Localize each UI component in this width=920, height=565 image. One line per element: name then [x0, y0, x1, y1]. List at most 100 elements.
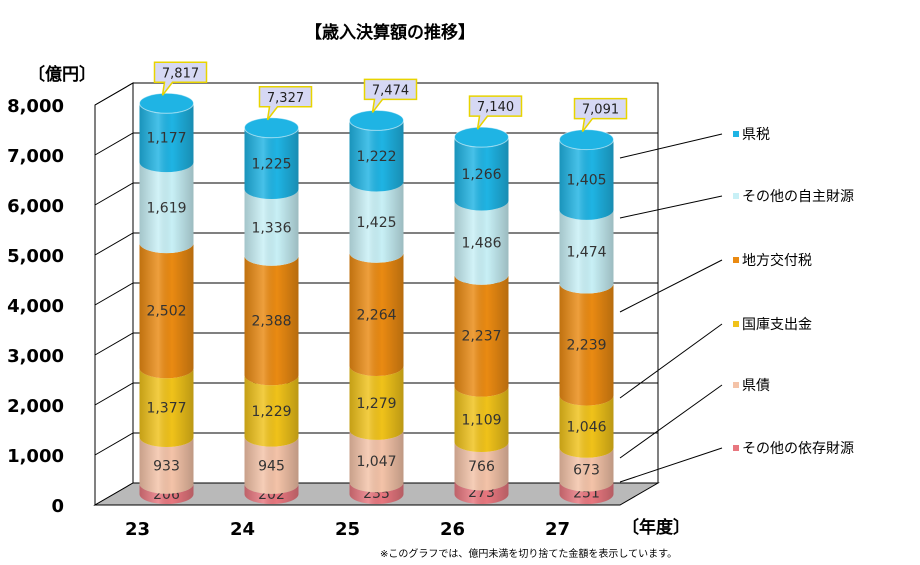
legend-item: その他の依存財源: [619, 441, 854, 483]
leader-line: [619, 195, 723, 219]
total-label: 7,140: [477, 100, 514, 115]
legend-swatch: [733, 445, 739, 451]
y-tick-label: 6,000: [7, 196, 64, 217]
y-tick-label: 2,000: [7, 396, 64, 417]
y-tick-label: 7,000: [7, 146, 64, 167]
bar-segment-shade: [244, 375, 299, 447]
bar-segment-shade: [244, 483, 299, 504]
gridline-side: [94, 232, 134, 256]
leader-line: [619, 447, 723, 483]
y-axis-unit-label: 〔億円〕: [28, 64, 96, 85]
bar-segment-shade: [139, 162, 194, 254]
bar-segment-shade: [244, 436, 299, 494]
leader-line: [619, 259, 723, 313]
legend-swatch: [733, 257, 739, 263]
data-label: 766: [468, 459, 495, 475]
footnote: ※このグラフでは、億円未満を切り捨てた金額を表示しています。: [380, 547, 677, 560]
legend-swatch: [733, 193, 739, 199]
legend-label: 県税: [742, 127, 770, 143]
bar-segment-shade: [454, 200, 509, 285]
bar-segment-shade: [559, 283, 614, 406]
bar-segment-shade: [454, 442, 509, 491]
total-callout-box: [468, 95, 523, 130]
data-label: 1,377: [146, 401, 186, 417]
bar-segment-shade: [349, 365, 404, 440]
x-tick-label: 26: [440, 519, 465, 540]
data-label: 1,474: [566, 245, 606, 261]
bar-segment-shade: [349, 482, 404, 504]
bars: 2069331,3772,5021,6191,1777,8172029451,2…: [139, 61, 628, 504]
gridline-side: [94, 282, 134, 306]
gridline-side: [94, 332, 134, 356]
data-label: 1,047: [356, 454, 396, 470]
legend-item: 県債: [619, 378, 770, 459]
bar-segment-shade: [349, 120, 404, 192]
data-label: 1,109: [461, 412, 501, 428]
data-label: 2,237: [461, 329, 501, 345]
y-tick-label: 5,000: [7, 246, 64, 267]
gridline-side: [94, 82, 134, 106]
leader-line: [619, 133, 723, 159]
total-callout: 7,474: [363, 78, 418, 113]
total-label: 7,474: [372, 83, 409, 98]
bar-top-cap: [349, 109, 404, 131]
legend-label: その他の自主財源: [742, 189, 854, 205]
legend-item: 地方交付税: [619, 252, 812, 313]
bar-segment-shade: [454, 386, 509, 453]
data-label: 945: [258, 458, 285, 474]
bar-segment-shade: [244, 189, 299, 266]
legend-item: 県税: [619, 127, 770, 159]
data-label: 1,229: [251, 404, 291, 420]
legend-swatch: [733, 382, 739, 388]
x-tick-label: 23: [125, 519, 150, 540]
total-callout-box: [573, 97, 628, 133]
bar-segment-shade: [139, 243, 194, 379]
data-label: 1,405: [566, 173, 606, 189]
bar-segment-shade: [139, 103, 194, 173]
legend-swatch: [733, 321, 739, 327]
data-label: 1,222: [356, 149, 396, 165]
bar-segment-shade: [559, 139, 614, 220]
total-label: 7,091: [582, 103, 619, 118]
bar-segment-shade: [454, 274, 509, 397]
total-label: 7,327: [267, 91, 304, 106]
y-axis-ticks: 0 1,000 2,000 3,000 4,000 5,000 6,000 7,000 8,00…: [7, 96, 64, 517]
bar-segment-shade: [139, 368, 194, 448]
bar-segment-shade: [349, 429, 404, 493]
bar-segment-shade: [349, 181, 404, 263]
bar-segment-shade: [559, 481, 614, 504]
data-label: 2,264: [356, 307, 396, 323]
bar-segment-shade: [559, 447, 614, 492]
data-label: 1,177: [146, 131, 186, 147]
data-label: 1,279: [356, 396, 396, 412]
gridline-side: [94, 132, 134, 156]
data-label: 1,266: [461, 167, 501, 183]
data-label: 1,619: [146, 201, 186, 217]
data-label: 2,502: [146, 304, 186, 320]
legend-item: その他の自主財源: [619, 189, 854, 219]
bar-segment-shade: [139, 437, 194, 494]
legend-item: 国庫支出金: [619, 316, 812, 399]
x-tick-label: 27: [545, 519, 570, 540]
total-callout: 7,091: [573, 97, 628, 133]
total-label: 7,817: [162, 66, 199, 81]
bar-segment-shade: [244, 127, 299, 199]
bar-segment-shade: [454, 480, 509, 504]
total-callout: 7,327: [258, 86, 313, 121]
data-label: 933: [153, 458, 180, 474]
legend-label: 県債: [742, 378, 770, 394]
legend-label: その他の依存財源: [742, 441, 854, 457]
data-label: 1,486: [461, 236, 501, 252]
bar-top-cap: [139, 92, 194, 114]
total-callout-box: [153, 61, 208, 96]
x-axis-unit-label: 〔年度〕: [622, 517, 690, 538]
legend-swatch: [733, 131, 739, 137]
total-callout: 7,817: [153, 61, 208, 96]
